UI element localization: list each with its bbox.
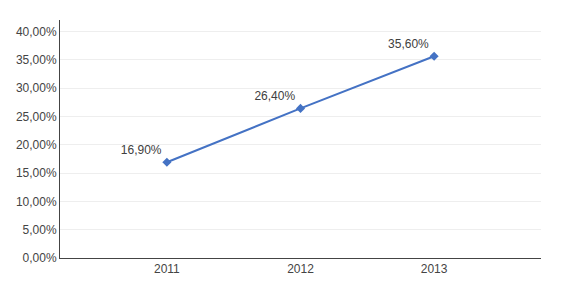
svg-text:2013: 2013 bbox=[421, 262, 448, 276]
svg-text:30,00%: 30,00% bbox=[16, 81, 57, 95]
svg-text:5,00%: 5,00% bbox=[23, 223, 57, 237]
svg-text:26,40%: 26,40% bbox=[254, 89, 295, 103]
svg-text:40,00%: 40,00% bbox=[16, 25, 57, 39]
svg-text:35,00%: 35,00% bbox=[16, 53, 57, 67]
svg-text:0,00%: 0,00% bbox=[23, 251, 57, 265]
svg-text:20,00%: 20,00% bbox=[16, 138, 57, 152]
svg-text:15,00%: 15,00% bbox=[16, 166, 57, 180]
svg-text:35,60%: 35,60% bbox=[388, 37, 429, 51]
svg-text:16,90%: 16,90% bbox=[121, 143, 162, 157]
svg-text:25,00%: 25,00% bbox=[16, 110, 57, 124]
svg-text:10,00%: 10,00% bbox=[16, 195, 57, 209]
svg-text:2012: 2012 bbox=[287, 262, 314, 276]
svg-text:2011: 2011 bbox=[154, 262, 180, 276]
